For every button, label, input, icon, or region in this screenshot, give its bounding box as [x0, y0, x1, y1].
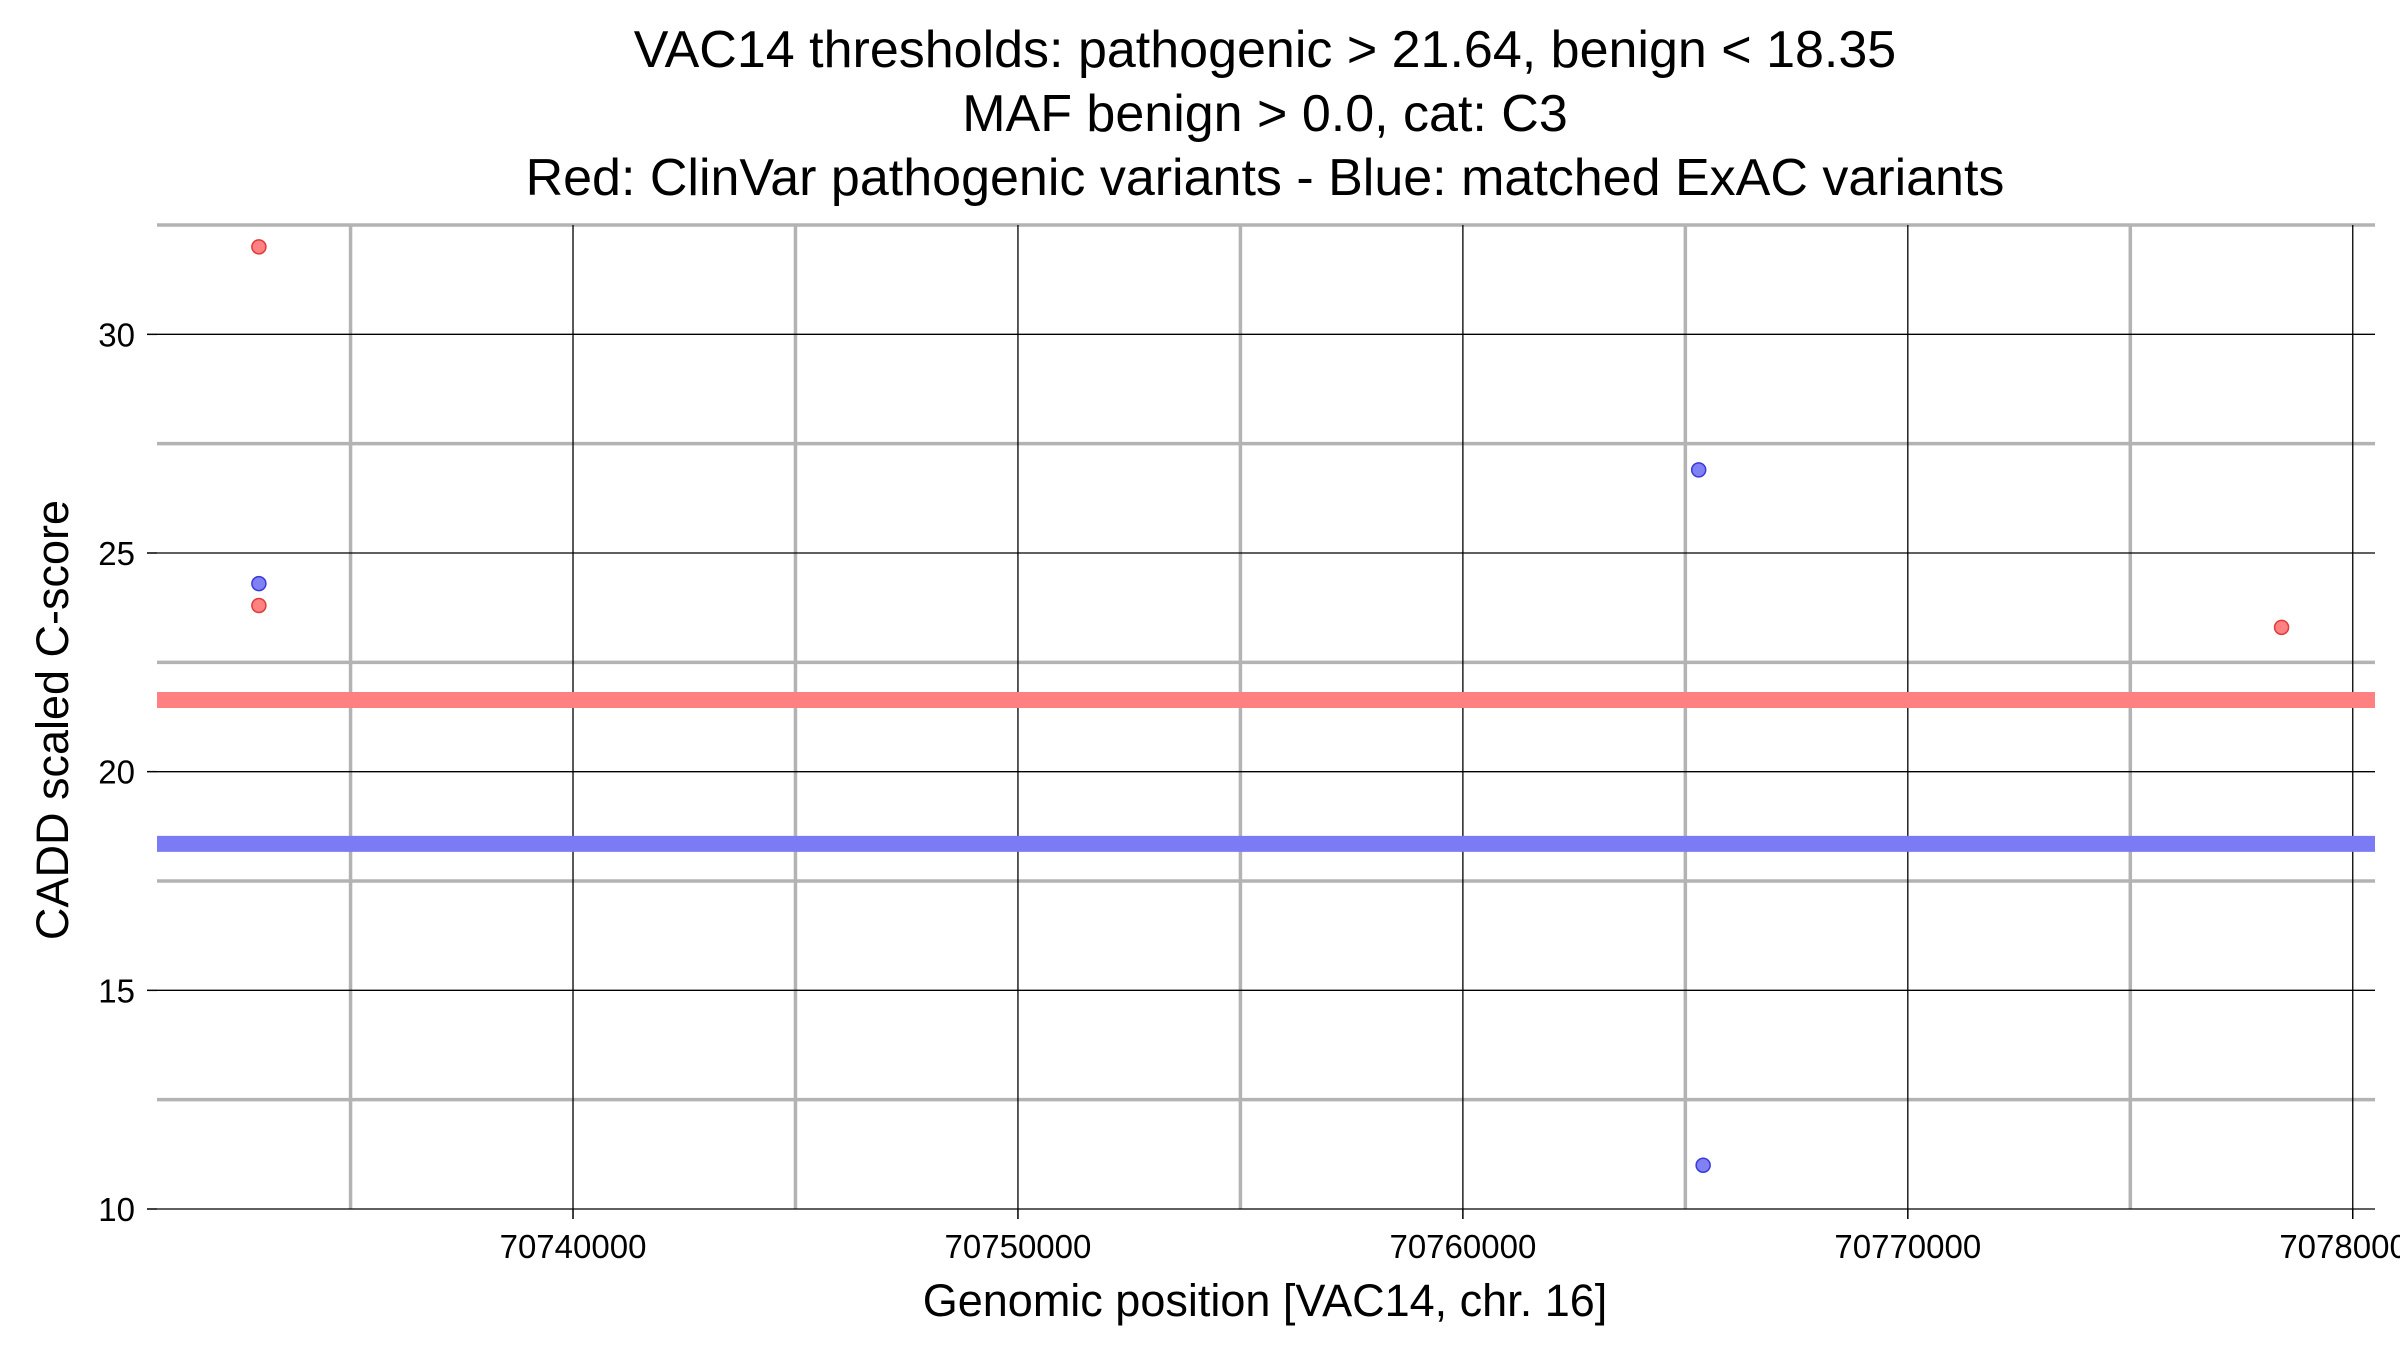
data-points	[251, 239, 2290, 1174]
y-tick-label: 20	[98, 754, 135, 791]
y-axis-ticks: 10 15 20 25 30	[98, 316, 157, 1228]
chart-title-line-2: MAF benign > 0.0, cat: C3	[962, 85, 1568, 143]
data-point	[251, 597, 267, 614]
minor-gridlines	[157, 223, 2375, 1209]
x-axis-ticks: 70740000 70750000 70760000 70770000 70780000	[500, 1209, 2400, 1265]
major-gridlines	[157, 225, 2375, 1210]
x-axis-title: Genomic position [VAC14, chr. 16]	[923, 1275, 1608, 1326]
y-tick-label: 10	[98, 1191, 135, 1228]
chart-title-line-1: VAC14 thresholds: pathogenic > 21.64, be…	[634, 21, 1896, 79]
x-tick-label: 70740000	[500, 1228, 647, 1265]
y-axis-title: CADD scaled C-score	[27, 500, 78, 940]
y-tick-label: 15	[98, 972, 135, 1009]
y-tick-label: 25	[98, 535, 135, 572]
data-point	[1695, 1157, 1711, 1174]
data-point	[251, 575, 267, 592]
x-tick-label: 70760000	[1389, 1228, 1536, 1265]
data-point	[251, 239, 267, 255]
y-tick-label: 30	[98, 316, 135, 353]
x-tick-label: 70770000	[1834, 1228, 1981, 1265]
x-tick-label: 70750000	[945, 1228, 1092, 1265]
x-tick-label: 70780000	[2279, 1228, 2400, 1265]
data-point	[2273, 619, 2290, 636]
chart-title: VAC14 thresholds: pathogenic > 21.64, be…	[526, 21, 2005, 207]
chart-title-line-3: Red: ClinVar pathogenic variants - Blue:…	[526, 149, 2005, 207]
threshold-lines	[157, 691, 2375, 852]
data-point	[1690, 462, 1707, 478]
